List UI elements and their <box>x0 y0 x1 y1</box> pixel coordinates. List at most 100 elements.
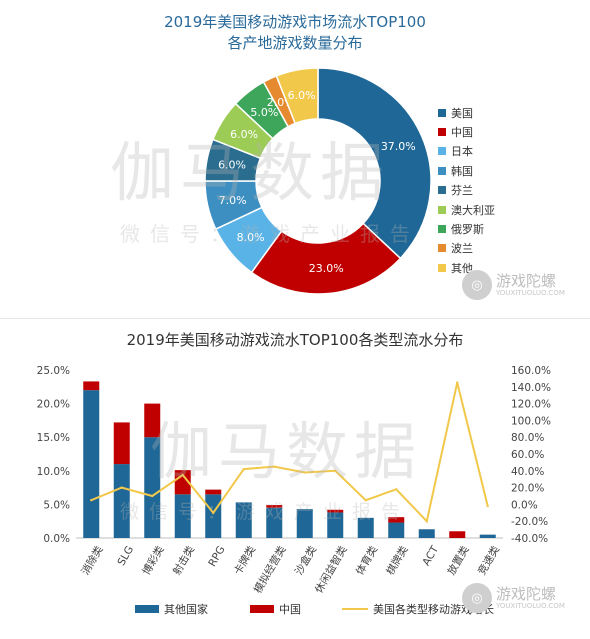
y-right-tick-label: -20.0% <box>511 516 548 528</box>
donut-slice-label-6: 5.0% <box>250 106 278 119</box>
legend-label: 澳大利亚 <box>451 203 495 217</box>
donut-slice-0 <box>317 67 432 260</box>
legend-label-0: 其他国家 <box>164 602 208 616</box>
bar-other-13 <box>479 534 496 538</box>
donut-slice-label-0: 37.0% <box>381 140 416 153</box>
donut-slice-1 <box>250 222 402 295</box>
growth-line <box>90 382 489 524</box>
donut-legend-item-6: 俄罗斯 <box>438 219 558 238</box>
donut-legend-item-3: 韩国 <box>438 161 558 180</box>
brand-logo-2: ◎ 游戏陀螺 YOUXITUOLUO.COM <box>462 583 565 613</box>
donut-chart-panel: 2019年美国移动游戏市场流水TOP100 各产地游戏数量分布 37.0% 23.… <box>0 0 590 318</box>
y-right-tick-label: 140.0% <box>511 382 551 394</box>
x-tick-label-2: 博彩类 <box>140 543 167 577</box>
bar-other-0 <box>83 390 100 538</box>
donut-chart-subtitle: 各产地游戏数量分布 <box>227 34 363 52</box>
bar-other-1 <box>113 464 130 538</box>
bar-other-11 <box>418 529 435 538</box>
bar-china-3 <box>174 470 191 495</box>
legend-label: 俄罗斯 <box>451 223 484 237</box>
y-right-tick-label: 0.0% <box>511 499 538 511</box>
legend-swatch <box>438 186 446 195</box>
y-right-tick-label: 80.0% <box>511 432 544 444</box>
x-tick-label-4: RPG <box>206 544 227 569</box>
legend-swatch <box>438 108 446 117</box>
donut-chart-title: 2019年美国移动游戏市场流水TOP100 <box>164 13 426 31</box>
logo-name: 游戏陀螺 <box>496 272 557 290</box>
y-left-tick-label: 15.0% <box>37 432 70 444</box>
growth-point-9 <box>364 499 367 502</box>
x-tick-label-3: 射击类 <box>170 543 197 577</box>
x-tick-label-0: 消除类 <box>79 543 106 577</box>
growth-point-2 <box>151 494 154 498</box>
bar-china-1 <box>113 422 130 465</box>
donut-slice-label-3: 7.0% <box>219 194 247 207</box>
bar-china-2 <box>144 403 161 438</box>
y-right-tick-label: 100.0% <box>511 415 551 427</box>
bar-china-0 <box>83 381 100 391</box>
x-tick-label-10: 棋牌类 <box>384 543 411 577</box>
y-left-tick-label: 25.0% <box>37 365 70 377</box>
combo-chart: 0.0% 5.0% 10.0% 15.0% 20.0% 25.0% -40.0% -20.0%… <box>37 365 551 616</box>
logo-url: YOUXITUOLUO.COM <box>496 289 565 297</box>
growth-point-0 <box>90 499 93 502</box>
bar-china-6 <box>266 505 283 508</box>
growth-point-10 <box>395 488 398 491</box>
legend-label: 日本 <box>451 145 473 159</box>
legend-swatch <box>438 225 446 234</box>
bar-china-12 <box>449 531 466 538</box>
legend-swatch <box>438 205 446 214</box>
growth-point-6 <box>273 465 276 468</box>
x-tick-label-11: ACT <box>420 543 441 567</box>
bar-other-9 <box>357 517 374 538</box>
y-left-tick-label: 10.0% <box>37 466 70 478</box>
legend-label: 中国 <box>451 126 473 140</box>
donut-slice-8 <box>275 67 319 125</box>
legend-label: 芬兰 <box>451 184 473 198</box>
legend-swatch <box>438 244 446 253</box>
growth-point-7 <box>303 471 306 474</box>
y-left-tick-label: 5.0% <box>43 499 70 511</box>
legend-label: 波兰 <box>451 242 473 256</box>
legend-swatch-0 <box>135 605 159 613</box>
donut-legend-item-4: 芬兰 <box>438 181 558 200</box>
combo-chart-panel: 2019年美国移动游戏流水TOP100各类型流水分布 0.0% 5.0% 10.0%… <box>0 318 590 639</box>
growth-point-1 <box>120 486 123 489</box>
donut-legend-item-7: 波兰 <box>438 239 558 258</box>
bar-other-3 <box>174 494 191 538</box>
donut-slice-label-8: 6.0% <box>288 89 316 102</box>
bar-china-10 <box>388 517 405 523</box>
donut-slice-label-2: 8.0% <box>237 231 265 244</box>
bar-other-7 <box>296 509 313 538</box>
donut-legend-item-8: 其他 <box>438 258 558 277</box>
combo-chart-title: 2019年美国移动游戏流水TOP100各类型流水分布 <box>126 331 464 349</box>
logo-url-2: YOUXITUOLUO.COM <box>496 602 565 610</box>
legend-swatch <box>438 263 446 272</box>
growth-point-12 <box>456 381 459 384</box>
growth-point-8 <box>334 469 337 472</box>
x-tick-label-1: SLG <box>115 544 136 568</box>
bar-other-4 <box>205 494 222 538</box>
legend-label: 韩国 <box>451 164 473 178</box>
donut-slice-label-5: 6.0% <box>230 128 258 141</box>
donut-slice-label-4: 6.0% <box>218 159 246 172</box>
donut-legend: 美国中国日本韩国芬兰澳大利亚俄罗斯波兰其他 <box>438 103 558 278</box>
legend-label: 其他 <box>451 261 473 275</box>
bar-other-5 <box>235 502 252 538</box>
legend-label: 美国 <box>451 106 473 120</box>
bar-other-8 <box>327 512 344 538</box>
x-tick-label-12: 放置类 <box>445 543 472 577</box>
bar-other-2 <box>144 437 161 538</box>
y-right-tick-label: 160.0% <box>511 365 551 377</box>
legend-swatch <box>438 166 446 175</box>
bar-other-6 <box>266 507 283 538</box>
brand-logo: ◎ 游戏陀螺 YOUXITUOLUO.COM <box>462 270 565 300</box>
y-right-tick-label: 40.0% <box>511 466 544 478</box>
logo-name-2: 游戏陀螺 <box>496 585 557 603</box>
growth-point-4 <box>212 511 215 514</box>
bar-china-8 <box>327 509 344 513</box>
donut-legend-item-0: 美国 <box>438 103 558 122</box>
y-right-tick-label: 120.0% <box>511 399 551 411</box>
x-tick-label-5: 卡牌类 <box>231 543 258 577</box>
y-right-tick-label: 20.0% <box>511 483 544 495</box>
